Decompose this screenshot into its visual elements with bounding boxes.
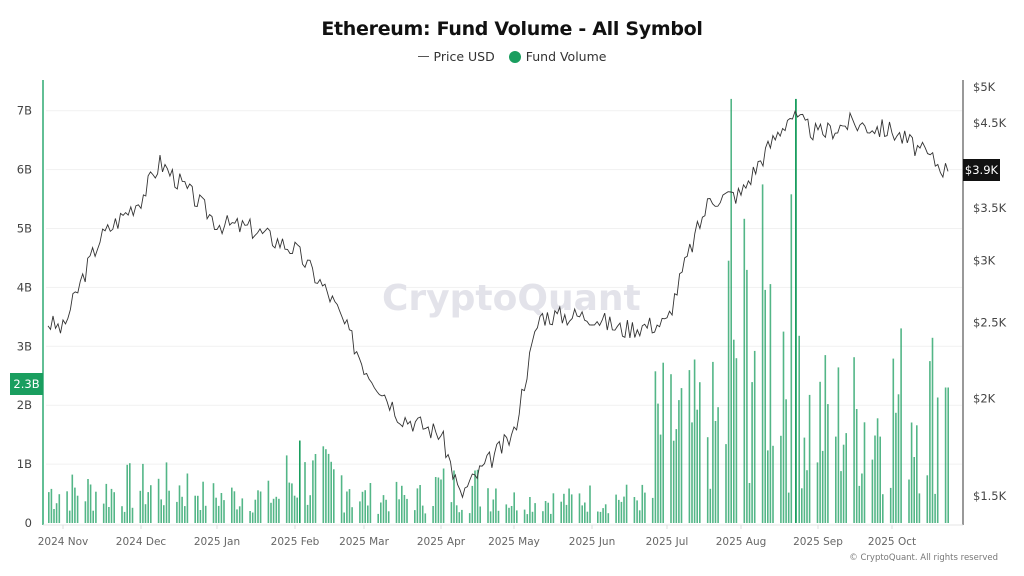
gridlines (46, 110, 962, 465)
right-y-axis: $1.5K $2K $2.5K $3K $3.5K $4.5K $5K (973, 80, 1007, 503)
fund-volume-bars (48, 98, 949, 524)
x-tick-label: 2025 May (488, 536, 540, 548)
chart-legend: Price USD Fund Volume (0, 49, 1024, 64)
left-tick-label: 7B (17, 104, 32, 118)
watermark: CryptoQuant (382, 278, 641, 319)
left-current-badge: 2.3B (10, 373, 43, 395)
left-tick-label: 1B (17, 457, 32, 471)
x-tick-label: 2025 Mar (339, 536, 390, 548)
right-tick-label: $1.5K (973, 489, 1007, 503)
left-badge-text: 2.3B (13, 377, 39, 391)
copyright-notice: © CryptoQuant. All rights reserved (849, 553, 998, 563)
x-tick-label: 2025 Aug (716, 536, 767, 548)
x-tick-label: 2025 Feb (271, 536, 320, 548)
x-tick-label: 2024 Dec (116, 536, 167, 548)
price-line (47, 109, 949, 499)
dot-swatch-icon (508, 50, 521, 63)
left-tick-label: 5B (17, 222, 32, 236)
right-tick-label: $3.5K (973, 201, 1007, 215)
chart-title: Ethereum: Fund Volume - All Symbol (321, 18, 703, 40)
right-tick-label: $4.5K (973, 116, 1007, 130)
x-tick-label: 2025 Sep (793, 536, 843, 548)
x-tick-label: 2025 Jun (569, 536, 615, 548)
right-tick-label: $2K (973, 391, 996, 405)
x-tick-label: 2025 Jan (194, 536, 240, 548)
legend-label-fund-volume: Fund Volume (525, 49, 607, 64)
right-tick-label: $3K (973, 254, 996, 268)
right-badge-text: $3.9K (965, 163, 999, 177)
left-tick-label: 2B (17, 398, 32, 412)
right-tick-label: $2.5K (973, 315, 1007, 329)
right-current-badge: $3.9K (963, 159, 1000, 181)
x-tick-label: 2025 Oct (868, 536, 916, 548)
legend-label-price: Price USD (433, 49, 495, 64)
left-tick-label: 3B (17, 339, 32, 353)
right-tick-label: $5K (973, 80, 996, 94)
left-tick-label: 4B (17, 280, 32, 294)
x-tick-label: 2024 Nov (38, 536, 89, 548)
left-tick-label: 0 (25, 516, 32, 530)
line-swatch-icon (417, 56, 429, 57)
x-tick-label: 2025 Apr (417, 536, 466, 548)
x-axis: 2024 Nov 2024 Dec 2025 Jan 2025 Feb 2025 Mar… (38, 525, 916, 548)
legend-item-price[interactable]: Price USD (417, 49, 495, 64)
left-tick-label: 6B (17, 163, 32, 177)
left-y-axis: 0 1B 2B 3B 4B 5B 6B 7B (17, 104, 32, 530)
legend-item-fund-volume[interactable]: Fund Volume (508, 49, 607, 64)
x-tick-label: 2025 Jul (646, 536, 689, 548)
